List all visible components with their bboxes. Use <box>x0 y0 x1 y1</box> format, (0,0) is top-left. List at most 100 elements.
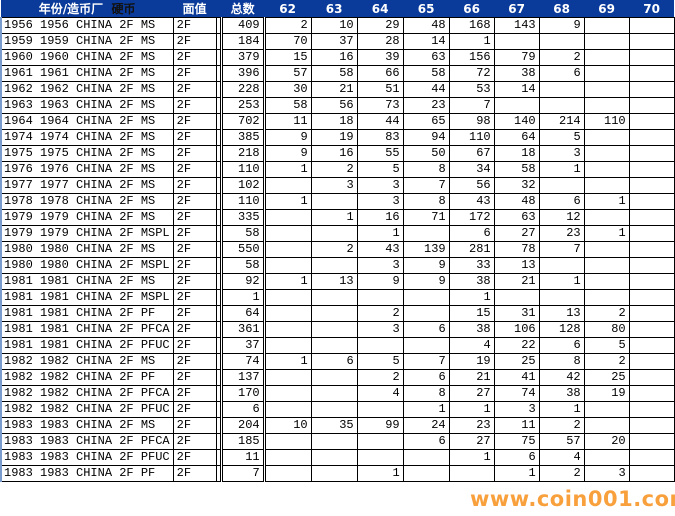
cell-year-count[interactable]: 34 <box>448 161 495 178</box>
cell-year-count[interactable]: 58 <box>402 65 450 82</box>
cell-coin-name[interactable]: 1979 1979 CHINA 2F MS <box>0 209 174 226</box>
cell-year-count[interactable]: 16 <box>356 209 404 226</box>
cell-denom[interactable]: 2F <box>172 305 217 322</box>
cell-year-count[interactable] <box>583 289 630 306</box>
cell-year-count[interactable]: 6 <box>538 65 585 82</box>
cell-year-count[interactable]: 18 <box>493 145 540 162</box>
cell-year-count[interactable]: 1 <box>402 401 450 418</box>
cell-year-count[interactable] <box>628 241 675 258</box>
cell-year-count[interactable] <box>628 65 675 82</box>
cell-year-count[interactable]: 128 <box>538 321 585 338</box>
cell-year-count[interactable]: 42 <box>538 369 585 386</box>
cell-year-count[interactable]: 23 <box>448 417 495 434</box>
cell-coin-name[interactable]: 1977 1977 CHINA 2F MS <box>0 177 174 194</box>
cell-year-count[interactable] <box>402 305 450 322</box>
cell-year-count[interactable]: 27 <box>493 225 540 242</box>
cell-denom[interactable]: 2F <box>172 321 217 338</box>
cell-year-count[interactable]: 65 <box>402 113 450 130</box>
cell-year-count[interactable]: 23 <box>402 97 450 114</box>
cell-coin-name[interactable]: 1956 1956 CHINA 2F MS <box>0 17 174 34</box>
cell-year-count[interactable]: 50 <box>402 145 450 162</box>
cell-year-count[interactable] <box>583 97 630 114</box>
cell-year-count[interactable] <box>356 289 404 306</box>
cell-year-count[interactable]: 8 <box>402 193 450 210</box>
cell-year-count[interactable]: 6 <box>538 193 585 210</box>
cell-year-count[interactable]: 48 <box>402 17 450 34</box>
cell-year-count[interactable]: 56 <box>448 177 495 194</box>
cell-year-count[interactable] <box>628 225 675 242</box>
cell-year-count[interactable]: 110 <box>448 129 495 146</box>
cell-year-count[interactable]: 7 <box>402 353 450 370</box>
cell-total[interactable]: 110 <box>220 193 266 210</box>
cell-year-count[interactable]: 25 <box>493 353 540 370</box>
cell-year-count[interactable]: 3 <box>538 145 585 162</box>
cell-year-count[interactable] <box>310 337 358 354</box>
cell-year-count[interactable] <box>583 161 630 178</box>
cell-coin-name[interactable]: 1981 1981 CHINA 2F PF <box>0 305 174 322</box>
cell-year-count[interactable]: 79 <box>493 49 540 66</box>
cell-coin-name[interactable]: 1983 1983 CHINA 2F MS <box>0 417 174 434</box>
cell-coin-name[interactable]: 1983 1983 CHINA 2F PFCA <box>0 433 174 450</box>
cell-year-count[interactable] <box>583 273 630 290</box>
cell-total[interactable]: 228 <box>220 81 266 98</box>
cell-year-count[interactable]: 1 <box>356 465 404 482</box>
cell-total[interactable]: 184 <box>220 33 266 50</box>
cell-year-count[interactable] <box>583 129 630 146</box>
cell-year-count[interactable]: 1 <box>538 401 585 418</box>
cell-year-count[interactable] <box>263 241 312 258</box>
cell-year-count[interactable] <box>628 369 675 386</box>
cell-year-count[interactable] <box>583 17 630 34</box>
cell-total[interactable]: 218 <box>220 145 266 162</box>
cell-year-count[interactable]: 41 <box>493 369 540 386</box>
cell-year-count[interactable]: 19 <box>310 129 358 146</box>
cell-year-count[interactable] <box>628 289 675 306</box>
cell-year-count[interactable]: 168 <box>448 17 495 34</box>
cell-year-count[interactable] <box>628 81 675 98</box>
cell-year-count[interactable]: 1 <box>310 209 358 226</box>
cell-year-count[interactable]: 1 <box>263 161 312 178</box>
cell-coin-name[interactable]: 1982 1982 CHINA 2F PFUC <box>0 401 174 418</box>
cell-year-count[interactable]: 1 <box>493 465 540 482</box>
header-total[interactable]: 总数 <box>221 0 265 18</box>
cell-year-count[interactable] <box>583 65 630 82</box>
cell-year-count[interactable]: 38 <box>448 321 495 338</box>
cell-year-count[interactable] <box>583 257 630 274</box>
cell-total[interactable]: 361 <box>220 321 266 338</box>
cell-year-count[interactable]: 44 <box>402 81 450 98</box>
cell-year-count[interactable] <box>263 433 312 450</box>
cell-year-count[interactable] <box>402 449 450 466</box>
cell-year-count[interactable] <box>493 97 540 114</box>
cell-denom[interactable]: 2F <box>172 97 217 114</box>
cell-year-count[interactable]: 22 <box>493 337 540 354</box>
cell-year-count[interactable]: 143 <box>493 17 540 34</box>
cell-year-count[interactable]: 19 <box>448 353 495 370</box>
cell-year-count[interactable]: 6 <box>493 449 540 466</box>
cell-year-count[interactable]: 33 <box>448 257 495 274</box>
cell-year-count[interactable]: 12 <box>538 209 585 226</box>
cell-total[interactable]: 379 <box>220 49 266 66</box>
cell-year-count[interactable]: 9 <box>263 145 312 162</box>
cell-year-count[interactable] <box>628 465 675 482</box>
cell-year-count[interactable] <box>628 17 675 34</box>
cell-year-count[interactable]: 1 <box>263 273 312 290</box>
cell-year-count[interactable] <box>310 369 358 386</box>
cell-total[interactable]: 550 <box>220 241 266 258</box>
cell-year-count[interactable] <box>310 193 358 210</box>
cell-denom[interactable]: 2F <box>172 417 217 434</box>
cell-year-count[interactable] <box>263 385 312 402</box>
cell-coin-name[interactable]: 1982 1982 CHINA 2F PF <box>0 369 174 386</box>
cell-coin-name[interactable]: 1976 1976 CHINA 2F MS <box>0 161 174 178</box>
cell-year-count[interactable]: 1 <box>448 401 495 418</box>
cell-year-count[interactable] <box>628 433 675 450</box>
cell-year-count[interactable] <box>356 433 404 450</box>
cell-year-count[interactable]: 19 <box>583 385 630 402</box>
cell-year-count[interactable] <box>310 321 358 338</box>
cell-coin-name[interactable]: 1975 1975 CHINA 2F MS <box>0 145 174 162</box>
cell-year-count[interactable] <box>628 33 675 50</box>
cell-year-count[interactable]: 43 <box>448 193 495 210</box>
cell-year-count[interactable]: 35 <box>310 417 358 434</box>
cell-total[interactable]: 335 <box>220 209 266 226</box>
cell-total[interactable]: 58 <box>220 225 266 242</box>
cell-year-count[interactable]: 13 <box>310 273 358 290</box>
cell-year-count[interactable]: 57 <box>263 65 312 82</box>
